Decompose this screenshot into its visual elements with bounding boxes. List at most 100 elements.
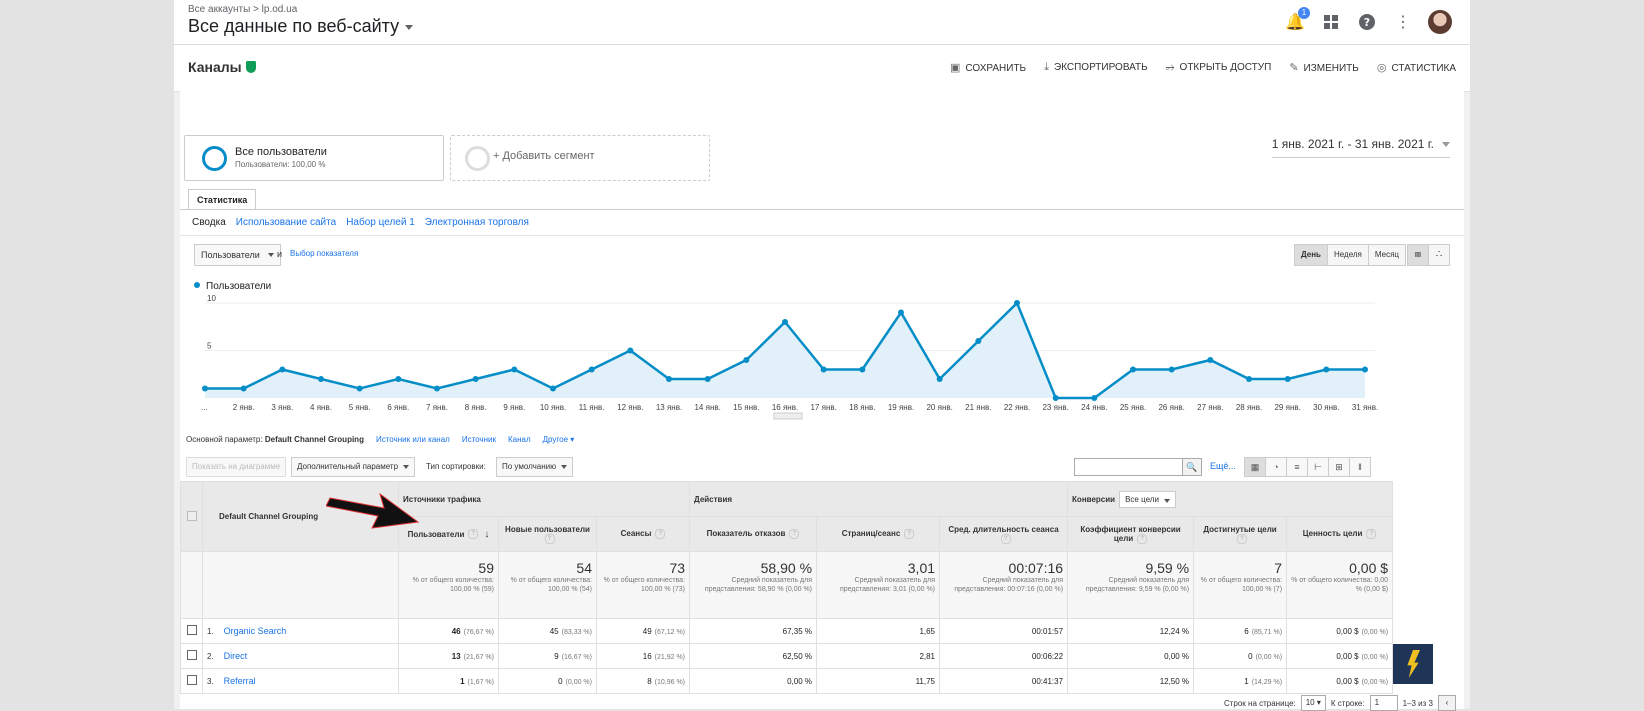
chart-resize-handle[interactable] — [773, 412, 803, 420]
data-point[interactable] — [1014, 300, 1020, 306]
data-point[interactable] — [782, 319, 788, 325]
data-point[interactable] — [395, 376, 402, 382]
data-point[interactable] — [1168, 366, 1175, 373]
sort-type-select[interactable]: По умолчанию — [496, 457, 574, 477]
comparison-view-icon[interactable]: ⊢ — [1307, 457, 1329, 477]
data-point[interactable] — [1246, 376, 1252, 382]
col-users[interactable]: Пользователи? ↓ — [398, 516, 499, 552]
data-point[interactable] — [472, 376, 479, 382]
data-point[interactable] — [975, 338, 982, 344]
col-pages-per-session[interactable]: Страниц/сеанс? — [816, 516, 941, 552]
col-goal-completions[interactable]: Достигнутые цели? — [1193, 516, 1288, 552]
data-point[interactable] — [1284, 376, 1291, 382]
data-point[interactable] — [743, 357, 750, 363]
row-link-organic-search[interactable]: Organic Search — [223, 626, 287, 636]
pie-view-icon[interactable]: ◔ — [1265, 457, 1287, 477]
period-day-button[interactable]: День — [1293, 244, 1328, 266]
x-tick-label: 23 янв. — [1042, 403, 1068, 412]
col-bounce-rate[interactable]: Показатель отказов? — [689, 516, 818, 552]
help-icon[interactable]: ? — [1356, 11, 1378, 33]
dimension-link-source[interactable]: Источник — [461, 435, 496, 444]
dimension-link-source-medium[interactable]: Источник или канал — [375, 435, 450, 444]
data-point[interactable] — [356, 385, 363, 392]
data-point[interactable] — [936, 376, 943, 382]
secondary-dimension-select[interactable]: Дополнительный параметр — [291, 457, 416, 477]
date-range-picker[interactable]: 1 янв. 2021 г. - 31 янв. 2021 г. — [1271, 137, 1450, 158]
data-point[interactable] — [1362, 366, 1368, 373]
data-point[interactable] — [1130, 366, 1136, 373]
data-point[interactable] — [820, 366, 827, 373]
data-point[interactable] — [666, 376, 672, 382]
x-tick-label: 2 янв. — [233, 403, 255, 412]
more-vert-icon[interactable]: ⋮ — [1395, 14, 1411, 31]
col-goal-value[interactable]: Ценность цели? — [1286, 516, 1394, 552]
col-goal-conversion-rate[interactable]: Коэффициент конверсии цели? — [1067, 516, 1195, 552]
data-point[interactable] — [240, 385, 247, 392]
data-point[interactable] — [279, 366, 286, 373]
data-point[interactable] — [1052, 395, 1059, 401]
data-point[interactable] — [1323, 366, 1330, 373]
x-tick-label: 15 янв. — [733, 403, 759, 412]
performance-view-icon[interactable]: ≡ — [1286, 457, 1308, 477]
row-checkbox[interactable] — [186, 650, 197, 660]
help-icon: ? — [904, 529, 915, 539]
advanced-link[interactable]: Ещё... — [1210, 461, 1236, 471]
line-chart-icon[interactable]: ⩎ — [1407, 244, 1429, 266]
period-week-button[interactable]: Неделя — [1326, 244, 1369, 266]
insights-button[interactable]: ◎ СТАТИСТИКА — [1376, 62, 1456, 74]
view-selector[interactable]: Все данные по веб-сайту — [188, 16, 414, 37]
subtab-goal-set[interactable]: Набор целей 1 — [346, 217, 415, 228]
dimension-link-medium[interactable]: Канал — [507, 435, 531, 444]
subtab-site-usage[interactable]: Использование сайта — [235, 217, 337, 228]
data-point[interactable] — [859, 366, 866, 373]
row-link-referral[interactable]: Referral — [223, 676, 256, 686]
col-avg-session-duration[interactable]: Сред. длительность сеанса? — [939, 516, 1069, 552]
data-point[interactable] — [898, 309, 904, 316]
goal-select[interactable]: Все цели — [1119, 490, 1176, 508]
row-checkbox[interactable] — [186, 675, 197, 685]
dimension-link-other[interactable]: Другое ▾ — [542, 435, 575, 444]
pencil-icon: ✎ — [1289, 62, 1299, 74]
col-sessions[interactable]: Сеансы? — [595, 516, 691, 552]
data-point[interactable] — [588, 366, 595, 373]
subtab-ecommerce[interactable]: Электронная торговля — [424, 217, 529, 228]
row-link-direct[interactable]: Direct — [223, 651, 248, 661]
data-point[interactable] — [202, 385, 208, 392]
pick-metric-link[interactable]: Выбор показателя — [290, 249, 359, 258]
table-view-icon[interactable]: ▦ — [1244, 457, 1266, 477]
share-button[interactable]: ⭌ ОТКРЫТЬ ДОСТУП — [1165, 61, 1272, 73]
segment-all-users[interactable]: Все пользователи Пользователи: 100,00 % — [184, 135, 444, 181]
plot-rows-button[interactable]: Показать на диаграмме — [186, 457, 287, 477]
table-search-input[interactable] — [1074, 458, 1184, 476]
add-segment-button[interactable]: + Добавить сегмент — [450, 135, 710, 181]
data-point[interactable] — [511, 366, 518, 373]
select-all-checkbox[interactable] — [186, 510, 197, 521]
data-point[interactable] — [1091, 395, 1098, 401]
motion-chart-icon[interactable]: ∴ — [1428, 244, 1450, 266]
data-point[interactable] — [704, 376, 711, 382]
term-cloud-icon[interactable]: ‖ — [1349, 457, 1371, 477]
total-cell: 0,00 $% от общего количества: 0,00 % (0,… — [1286, 551, 1394, 619]
data-point[interactable] — [434, 385, 440, 392]
apps-grid-icon[interactable] — [1320, 11, 1342, 33]
prev-page-icon[interactable]: ‹ — [1438, 695, 1456, 711]
data-point[interactable] — [1207, 357, 1214, 363]
breadcrumb[interactable]: Все аккаунты > lp.od.ua — [188, 4, 298, 15]
row-checkbox[interactable] — [186, 625, 197, 635]
col-new-users[interactable]: Новые пользователи? — [498, 516, 597, 552]
subtab-summary[interactable]: Сводка — [192, 217, 226, 228]
dimension-header[interactable]: Default Channel Grouping — [202, 481, 399, 552]
period-month-button[interactable]: Месяц — [1367, 244, 1406, 266]
search-icon[interactable]: 🔍 — [1182, 458, 1202, 476]
data-point[interactable] — [627, 347, 634, 354]
tab-statistics[interactable]: Статистика — [188, 189, 257, 210]
avatar[interactable] — [1428, 10, 1452, 34]
pivot-view-icon[interactable]: ⊞ — [1328, 457, 1350, 477]
data-point[interactable] — [550, 385, 556, 392]
metric-select[interactable]: Пользователи — [194, 244, 281, 266]
save-button[interactable]: ▣ СОХРАНИТЬ — [949, 62, 1027, 74]
data-point[interactable] — [318, 376, 324, 382]
edit-button[interactable]: ✎ ИЗМЕНИТЬ — [1289, 62, 1359, 74]
export-button[interactable]: ⤓ ЭКСПОРТИРОВАТЬ — [1044, 61, 1148, 73]
bell-icon[interactable]: 🔔 1 — [1284, 7, 1310, 33]
